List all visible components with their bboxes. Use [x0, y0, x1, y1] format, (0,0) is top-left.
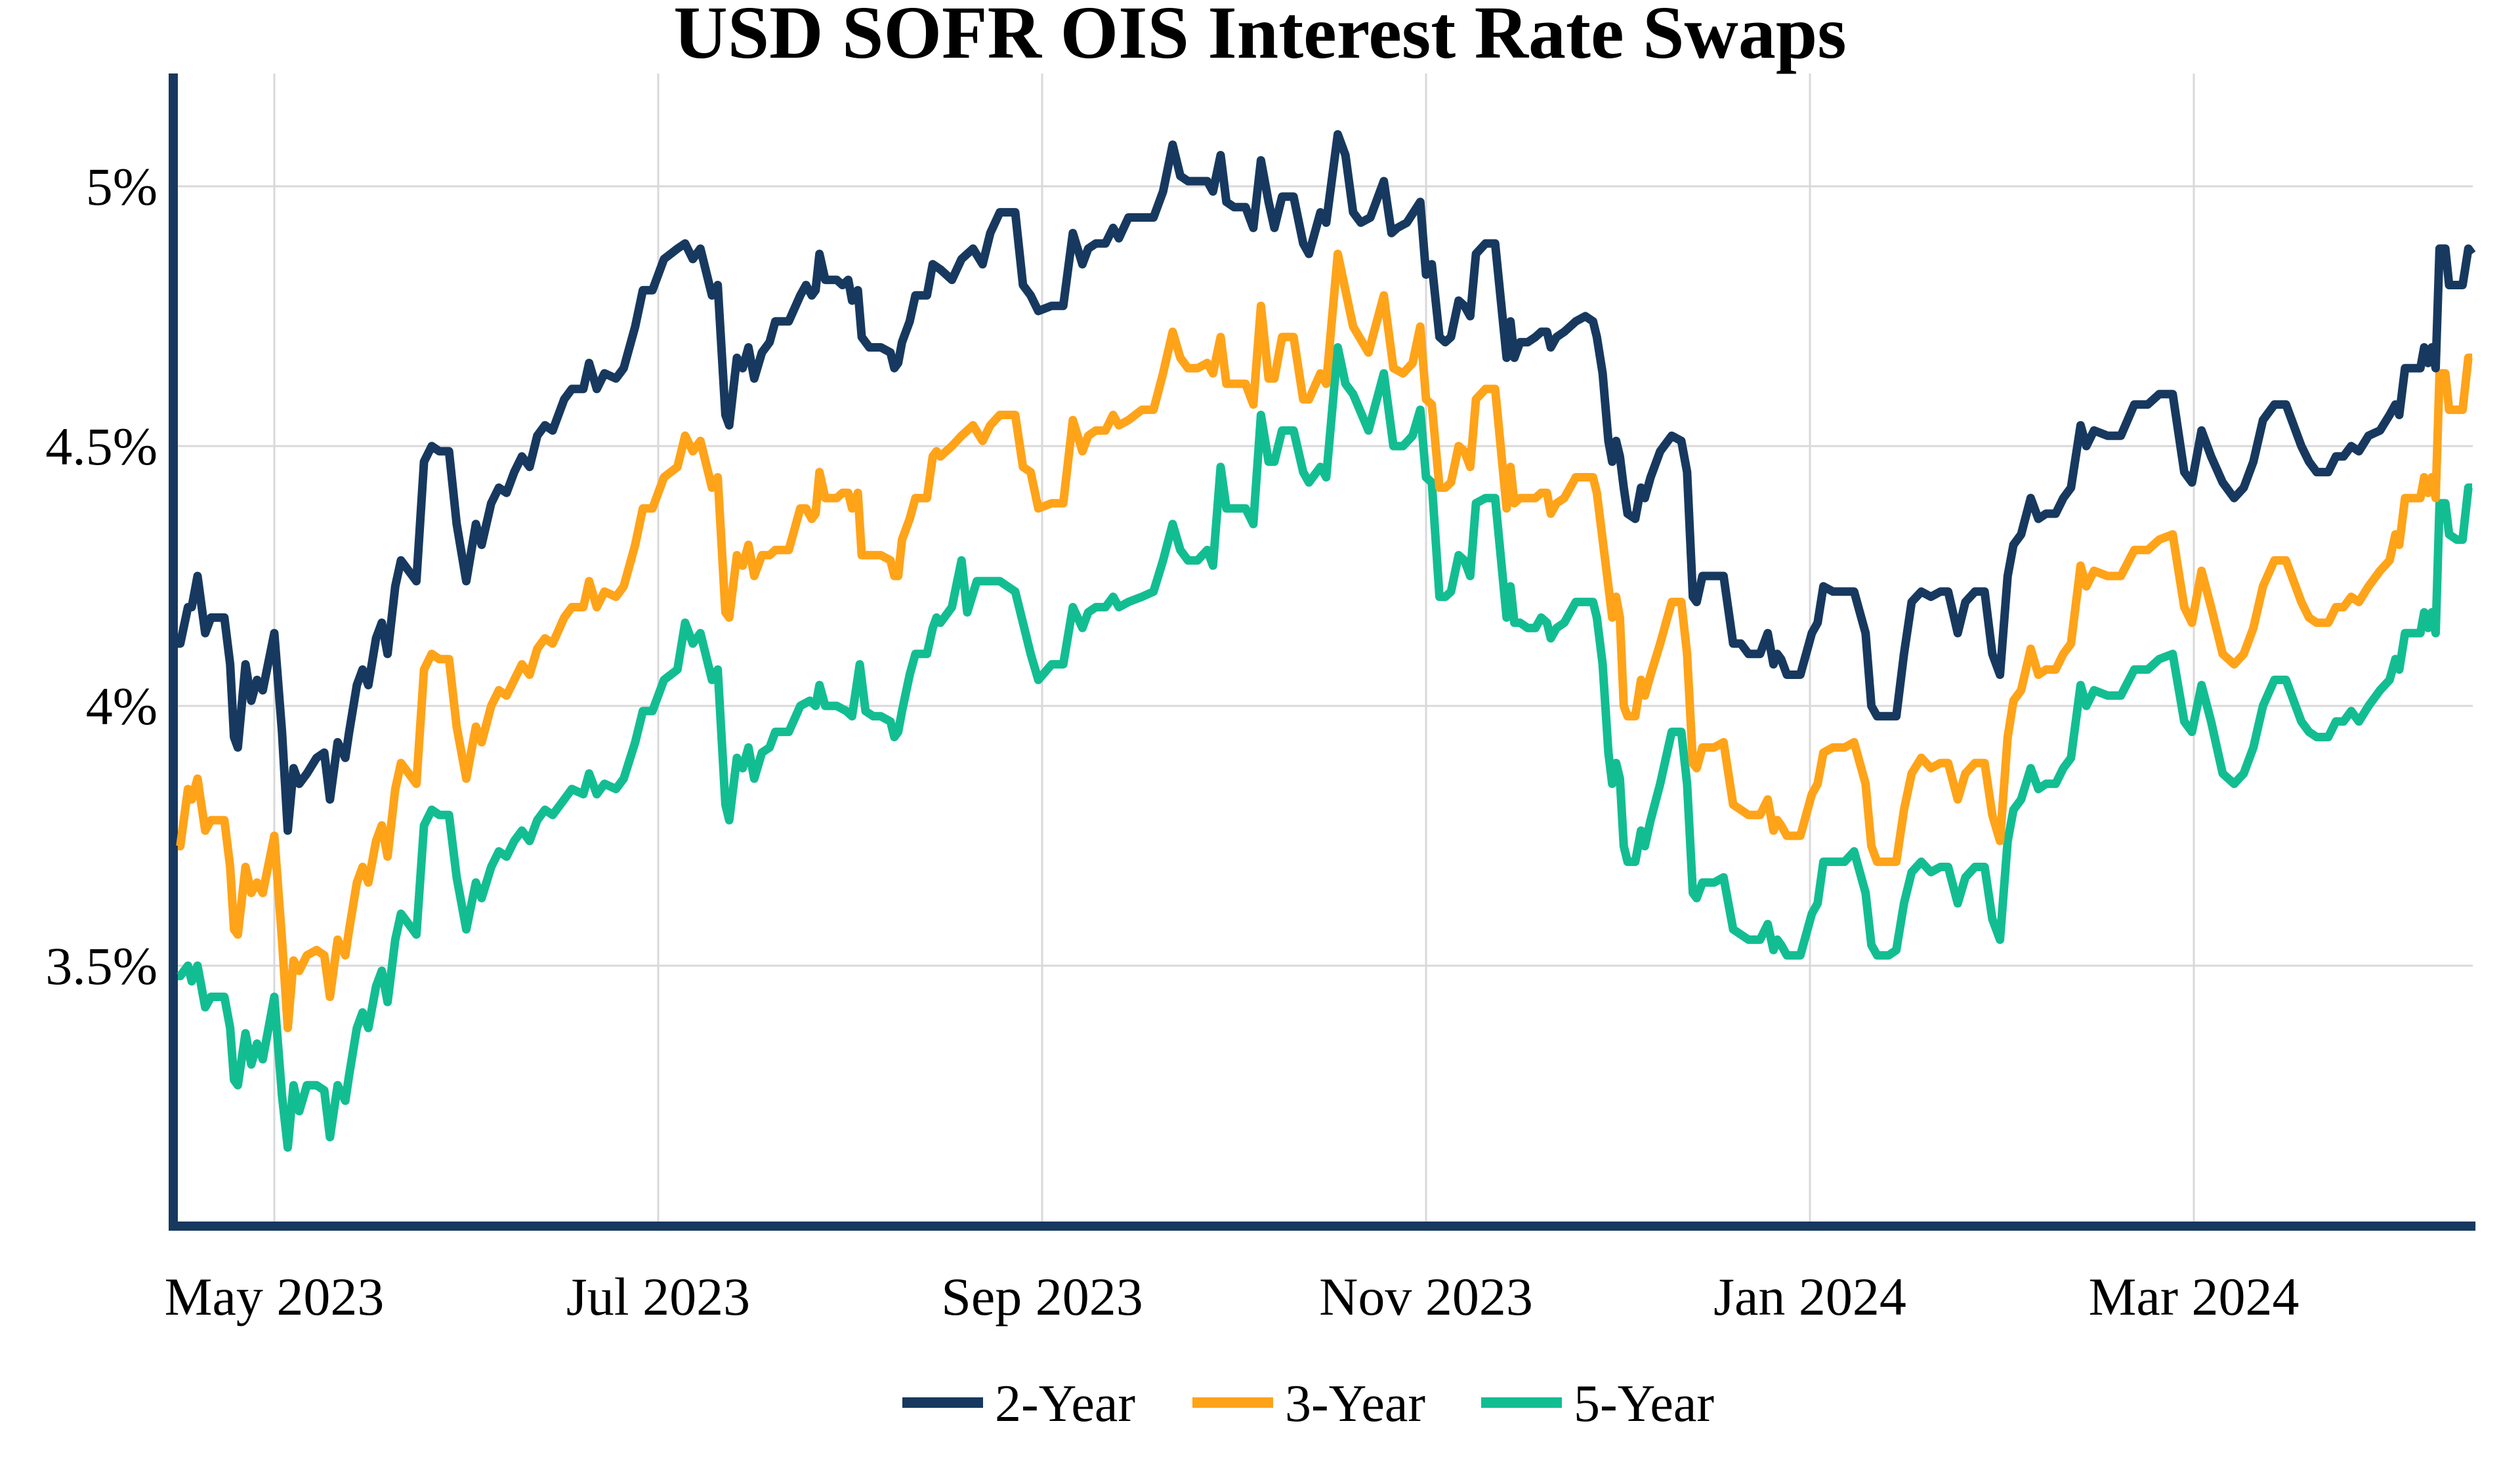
chart-title: USD SOFR OIS Interest Rate Swaps: [673, 0, 1846, 74]
legend-label-3-year: 3-Year: [1285, 1375, 1425, 1433]
x-tick-label: Nov 2023: [1319, 1267, 1533, 1326]
y-tick-label: 3.5%: [45, 936, 158, 996]
gridlines: [178, 73, 2473, 1222]
legend-item: 5-Year: [1481, 1375, 1714, 1433]
legend: 2-Year 3-Year 5-Year: [902, 1375, 1714, 1433]
series-line-3-year: [176, 249, 2473, 1033]
series-line-5-year: [176, 343, 2473, 1152]
x-axis-ticks: May 2023 Jul 2023 Sep 2023 Nov 2023 Jan 2024…: [165, 1267, 2300, 1326]
legend-label-5-year: 5-Year: [1574, 1375, 1714, 1433]
y-tick-label: 5%: [86, 157, 158, 216]
axes: [169, 73, 2476, 1231]
x-tick-label: Jan 2024: [1713, 1267, 1906, 1326]
legend-item: 3-Year: [1192, 1375, 1425, 1433]
legend-label-2-year: 2-Year: [995, 1375, 1135, 1433]
x-tick-label: Mar 2024: [2088, 1267, 2299, 1326]
y-axis-ticks: 5% 4.5% 4% 3.5%: [45, 157, 158, 996]
x-tick-label: May 2023: [165, 1267, 385, 1326]
x-tick-label: Sep 2023: [941, 1267, 1143, 1326]
legend-item: 2-Year: [902, 1375, 1135, 1433]
y-tick-label: 4%: [86, 676, 158, 736]
series-lines: [176, 130, 2476, 1152]
series-line-2-year: [176, 130, 2476, 835]
x-tick-label: Jul 2023: [566, 1267, 750, 1326]
y-tick-label: 4.5%: [45, 417, 158, 476]
